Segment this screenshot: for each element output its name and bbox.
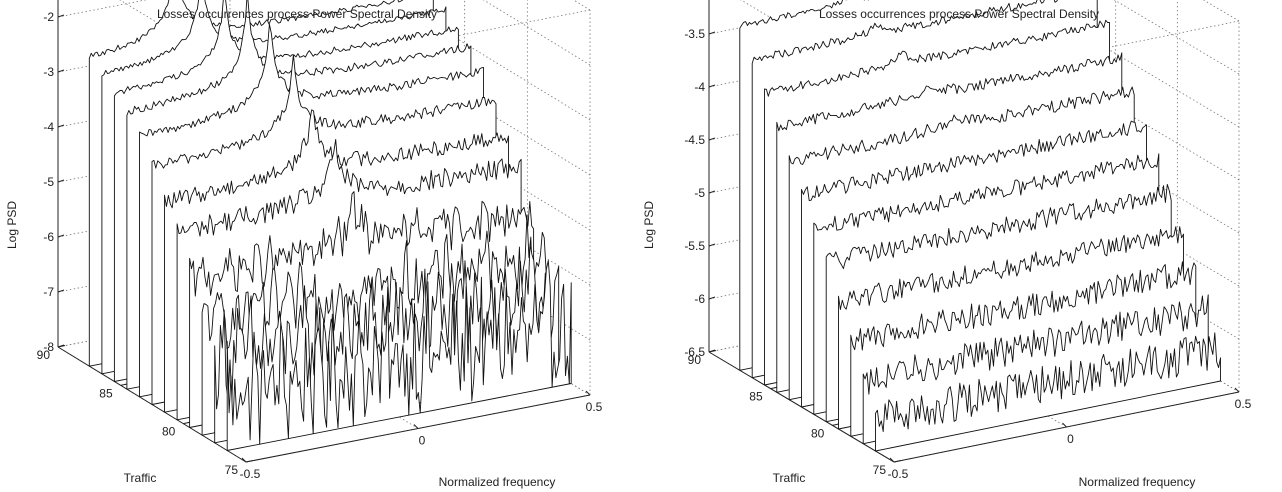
x-tick-label: 0.5 [586,400,603,414]
y-tick-label: 90 [37,348,51,362]
chart-panel-right: -6.5-6-5.5-5-4.5-4-3.5-375808590-0.500.5… [641,0,1282,492]
chart-title: Losses occurrences process Power Spectra… [157,7,437,21]
x-axis-label: Normalized frequency [1079,475,1196,489]
z-tick-label: -8 [43,340,54,354]
psd-trace [226,260,572,451]
z-tick-label: -7 [43,285,54,299]
y-axis-label: Traffic [124,471,157,485]
x-tick-label: -0.5 [888,467,909,481]
z-tick-label: -4.5 [684,133,705,147]
tick-labels: -8-7-6-5-4-3-2-175808590-0.500.5 [37,10,603,481]
z-tick-label: -5 [694,186,705,200]
z-tick-label: -3 [43,65,54,79]
chart-title: Losses occurrences process Power Spectra… [819,7,1099,21]
psd-traces [88,0,572,451]
z-axis-label: Log PSD [5,201,19,249]
y-tick-label: 85 [749,390,763,404]
y-tick-label: 75 [873,463,887,477]
x-tick-label: 0.5 [1235,397,1252,411]
x-axis-label: Normalized frequency [439,475,556,489]
z-tick-label: -5.5 [684,239,705,253]
z-tick-label: -4 [43,120,54,134]
y-tick-label: 75 [225,463,239,477]
chart-text: Losses occurrences process Power Spectra… [642,7,1195,489]
x-tick-label: -0.5 [240,467,261,481]
z-tick-label: -6.5 [684,345,705,359]
tick-labels: -6.5-6-5.5-5-4.5-4-3.5-375808590-0.500.5 [684,27,1252,481]
z-tick-label: -3.5 [684,27,705,41]
chart-text: Losses occurrences process Power Spectra… [5,7,555,489]
x-tick-label: 0 [1067,432,1074,446]
y-tick-label: 90 [688,353,702,367]
z-axis-label: Log PSD [642,201,656,249]
z-tick-label: -4 [694,80,705,94]
psd-traces [739,0,1221,452]
z-tick-label: -5 [43,175,54,189]
z-tick-label: -6 [694,292,705,306]
y-tick-label: 80 [811,426,825,440]
waterfall-chart-svg: -6.5-6-5.5-5-4.5-4-3.5-375808590-0.500.5… [642,0,1252,489]
z-tick-label: -6 [43,230,54,244]
psd-trace [875,332,1221,452]
z-tick-label: -2 [43,10,54,24]
x-tick-label: 0 [419,434,426,448]
y-axis-label: Traffic [773,471,806,485]
y-tick-label: 85 [99,386,113,400]
y-tick-label: 80 [162,425,176,439]
